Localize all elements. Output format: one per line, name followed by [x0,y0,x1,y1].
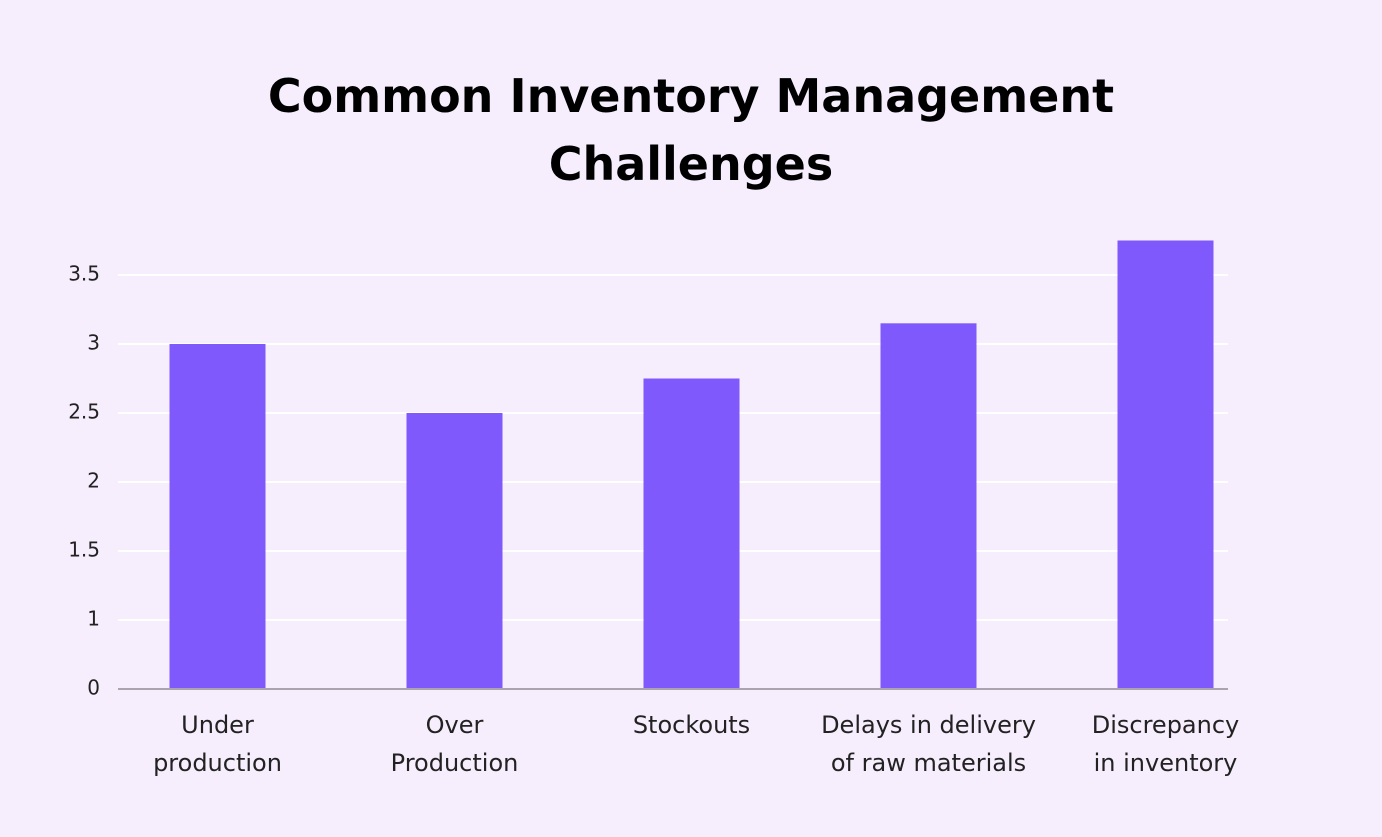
x-tick-label: Discrepancy in inventory [1091,711,1240,777]
y-tick-label: 1.5 [68,538,100,562]
bar [406,413,503,689]
y-tick-label: 3 [87,331,100,355]
bar [169,344,266,689]
y-tick-label: 2 [87,469,100,493]
bar [1117,240,1214,689]
x-tick-label: Stockouts [632,711,751,739]
bar [880,323,977,689]
x-tick-label: Under production [153,711,282,777]
y-tick-label: 3.5 [68,262,100,286]
bar [643,378,740,689]
y-tick-label: 1 [87,607,100,631]
x-tick-label: Delays in delivery of raw materials [821,711,1036,777]
chart-title: Common Inventory Management Challenges [267,69,1115,191]
y-tick-label: 0 [87,676,100,700]
x-tick-label: Over Production [390,711,519,777]
y-tick-label: 2.5 [68,400,100,424]
